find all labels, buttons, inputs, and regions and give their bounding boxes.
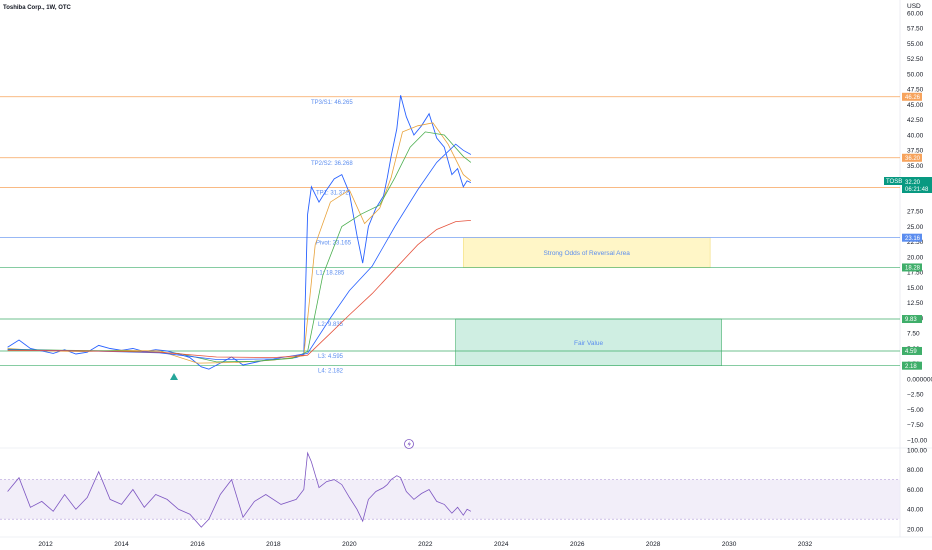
level-badge-text-l1: 18.28 [905, 266, 921, 272]
price-tick-label: 50.00 [907, 71, 924, 78]
price-tick-label: −2.50 [907, 392, 924, 399]
level-label-l2: L2: 9.835 [318, 322, 344, 328]
level-label-l4: L4: 2.182 [318, 369, 344, 375]
level-badge-l3 [902, 346, 922, 355]
symbol-label: TOSBF [886, 179, 906, 185]
level-badge-text-l2: 9.83 [905, 317, 917, 323]
level-badge-tp3 [902, 92, 922, 101]
time-tick-label: 2028 [646, 541, 661, 548]
level-label-tp1: TP1: 31.372 [316, 191, 349, 197]
time-axis[interactable]: 2012 2014 2016 2018 2020 2022 2024 2026 2028 2030… [38, 541, 812, 548]
price-tick-label: 37.50 [907, 148, 924, 155]
zone-label-fair: Fair Value [574, 340, 604, 347]
price-tick-label: 40.00 [907, 132, 924, 139]
rsi-band [0, 479, 900, 520]
price-axis[interactable]: 60.00 57.50 55.00 52.50 50.00 47.50 45.00 42.50… [907, 10, 932, 444]
rsi-tick-label: 60.00 [907, 487, 924, 494]
level-badge-l4 [902, 361, 922, 370]
price-tick-label: −7.50 [907, 422, 924, 429]
level-badge-pivot [902, 233, 922, 242]
level-label-pivot: Pivot: 23.165 [316, 241, 352, 247]
level-label-l1: L1: 18.285 [316, 270, 345, 276]
level-badge-text-l4: 2.18 [905, 364, 917, 370]
level-badge-text-tp2: 36.20 [905, 156, 921, 162]
price-tick-label: 7.50 [907, 331, 920, 338]
level-label-tp3: TP3/S1: 46.265 [311, 100, 353, 106]
price-tick-label: 35.00 [907, 163, 924, 170]
time-tick-label: 2018 [266, 541, 281, 548]
currency-label: USD [907, 3, 921, 10]
zone-reversal [462, 237, 711, 268]
series-ema_mid [7, 131, 472, 363]
time-tick-label: 2016 [190, 541, 205, 548]
price-tick-label: 42.50 [907, 117, 924, 124]
price-tick-label: 12.50 [907, 300, 924, 307]
price-tick-label: 57.50 [907, 26, 924, 33]
price-tick-label: 20.00 [907, 254, 924, 261]
time-tick-label: 2032 [798, 541, 813, 548]
time-tick-label: 2014 [114, 541, 129, 548]
series-ema_200 [7, 220, 471, 359]
rsi-tick-label: 40.00 [907, 507, 924, 514]
series-ema_short [7, 122, 472, 364]
zones-layer: Strong Odds of Reversal Area Fair Value [455, 237, 722, 366]
rsi-tick-label: 100.00 [907, 447, 927, 454]
price-tick-label: 17.50 [907, 270, 924, 277]
countdown-value: 06:21:48 [905, 187, 929, 193]
price-tick-label: 60.00 [907, 10, 924, 17]
series-layer [7, 95, 472, 370]
rsi-line [7, 451, 472, 528]
price-tick-label: 25.00 [907, 224, 924, 231]
level-badge-text-tp3: 46.26 [905, 95, 921, 101]
price-tick-label: −10.00 [907, 437, 927, 444]
time-tick-label: 2024 [494, 541, 509, 548]
series-ema_long [7, 143, 472, 360]
level-badge-l1 [902, 263, 922, 272]
rsi-axis: 100.00 80.00 60.00 40.00 20.00 [907, 447, 927, 533]
current-price-value: 32.20 [905, 180, 921, 186]
rsi-tick-label: 20.00 [907, 526, 924, 533]
rsi-tick-label: 80.00 [907, 467, 924, 474]
time-tick-label: 2030 [722, 541, 737, 548]
price-tick-label: 45.00 [907, 102, 924, 109]
zone-label-reversal: Strong Odds of Reversal Area [544, 250, 631, 257]
price-tick-label: 52.50 [907, 56, 924, 63]
price-tick-label: 22.50 [907, 239, 924, 246]
level-badge-l2 [902, 315, 922, 324]
price-tick-label: 47.50 [907, 87, 924, 94]
price-tick-label: 0.000000 [907, 376, 932, 383]
buy-signal-icon [170, 373, 178, 380]
levels-layer: TP3/S1: 46.265 TP2/S2: 36.268 TP1: 31.372 P… [0, 96, 900, 375]
time-tick-label: 2012 [38, 541, 53, 548]
level-badge-text-l3: 4.59 [905, 349, 917, 355]
current-price-badge: TOSBF 32.20 06:21:48 [884, 177, 932, 193]
price-tick-label: −5.00 [907, 407, 924, 414]
rsi-pane [0, 451, 900, 528]
price-tick-label: 27.50 [907, 209, 924, 216]
price-tick-label: 55.00 [907, 41, 924, 48]
time-tick-label: 2020 [342, 541, 357, 548]
time-tick-label: 2022 [418, 541, 433, 548]
chart-title: Toshiba Corp., 1W, OTC [3, 5, 72, 11]
series-price [7, 95, 472, 370]
level-badge-text-pivot: 23.16 [905, 236, 921, 242]
level-badge-tp2 [902, 153, 922, 162]
level-label-tp2: TP2/S2: 36.268 [311, 161, 353, 167]
time-tick-label: 2026 [570, 541, 585, 548]
level-label-l3: L3: 4.595 [318, 354, 344, 360]
lightning-icon[interactable] [404, 439, 414, 449]
price-tick-label: 15.00 [907, 285, 924, 292]
